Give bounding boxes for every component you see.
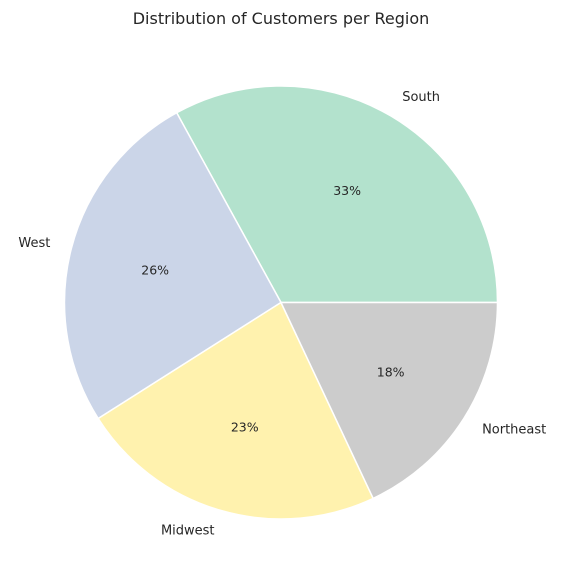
percent-label-south: 33%: [333, 183, 361, 198]
slice-midwest: [97, 301, 374, 520]
category-label-northeast: Northeast: [482, 423, 546, 438]
percent-label-northeast: 18%: [377, 365, 405, 380]
pie-labels: 33% South 26% West 23% Midwest 18% Northeast: [18, 90, 546, 539]
chart-title: Distribution of Customers per Region: [133, 9, 430, 28]
slice-west: [63, 112, 282, 420]
pie-slices: [63, 85, 499, 520]
slice-northeast: [280, 301, 499, 500]
percent-label-midwest: 23%: [231, 420, 259, 435]
category-label-west: West: [18, 236, 50, 251]
percent-label-west: 26%: [141, 263, 169, 278]
category-label-south: South: [402, 90, 440, 105]
category-label-midwest: Midwest: [161, 524, 215, 539]
slice-south: [175, 85, 499, 304]
